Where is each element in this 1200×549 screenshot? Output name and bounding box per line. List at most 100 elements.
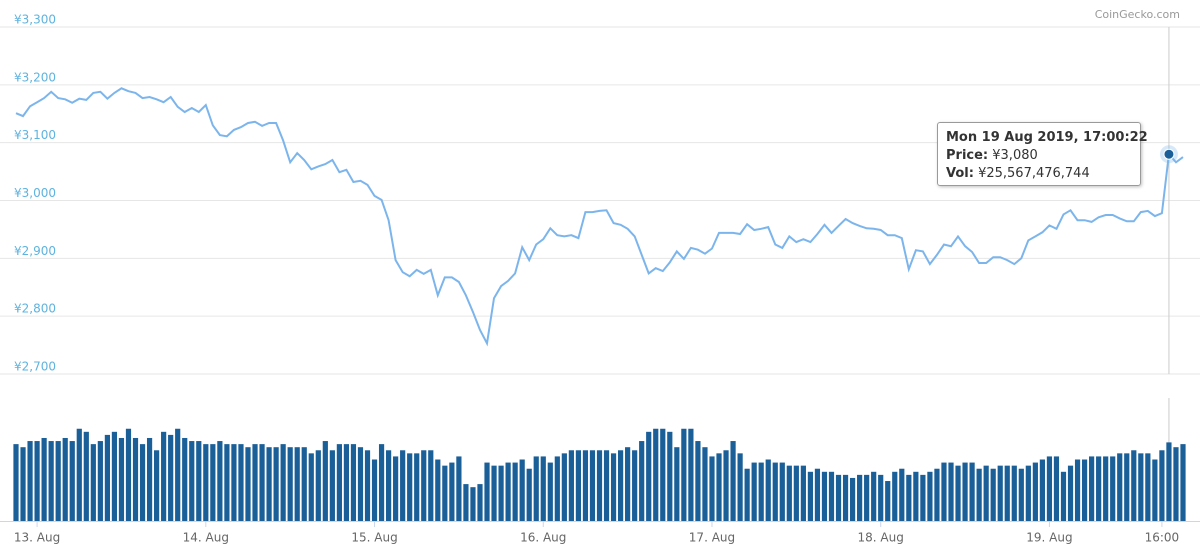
volume-bar — [835, 474, 842, 521]
price-value: ¥3,080 — [992, 148, 1038, 163]
volume-bar — [1110, 456, 1116, 521]
volume-bar — [730, 441, 736, 521]
y-tick-label: ¥2,700 — [14, 360, 56, 374]
vol-label: Vol: — [946, 166, 974, 181]
volume-bar — [238, 444, 244, 521]
volume-bar — [1060, 471, 1067, 521]
volume-bar — [1089, 456, 1095, 521]
volume-bar — [772, 462, 778, 521]
volume-bar — [934, 468, 940, 521]
volume-bar — [871, 471, 877, 521]
volume-bar — [1152, 459, 1158, 521]
volume-bar — [62, 437, 68, 521]
volume-bar — [470, 487, 476, 521]
x-tick-label: 15. Aug — [351, 531, 397, 545]
volume-bar — [653, 428, 659, 521]
volume-bar — [175, 428, 181, 521]
volume-bar — [118, 437, 125, 521]
volume-bar — [533, 456, 539, 521]
volume-bar — [484, 462, 490, 521]
volume-bar — [104, 434, 110, 521]
volume-bar — [400, 450, 406, 521]
volume-bar — [1166, 442, 1172, 521]
volume-bar — [674, 447, 680, 521]
volume-bar — [603, 450, 610, 521]
volume-bar — [41, 437, 47, 521]
volume-bar — [1124, 453, 1130, 521]
volume-bar — [920, 474, 926, 521]
volume-bar — [329, 450, 335, 521]
volume-bar — [421, 450, 427, 521]
volume-bar — [196, 441, 202, 521]
volume-bar — [941, 462, 947, 521]
volume-bar — [336, 444, 342, 521]
volume-bar — [456, 456, 462, 521]
volume-bar — [371, 459, 378, 521]
y-tick-label: ¥3,300 — [14, 13, 56, 27]
volume-bar — [491, 465, 497, 521]
volume-bar — [828, 471, 835, 521]
volume-bar — [758, 462, 764, 521]
volume-bar — [589, 450, 596, 521]
y-tick-label: ¥2,800 — [14, 302, 56, 316]
volume-bar — [505, 462, 511, 521]
volume-bar — [526, 468, 532, 521]
x-tick-label: 13. Aug — [14, 531, 60, 545]
volume-bar — [765, 459, 771, 521]
volume-bar — [294, 447, 300, 521]
volume-bar — [154, 450, 160, 521]
volume-bar — [252, 444, 258, 521]
volume-bar — [617, 450, 624, 521]
volume-bar — [463, 484, 469, 521]
volume-bar — [132, 437, 139, 521]
volume-bar — [849, 477, 856, 521]
volume-bar — [1011, 465, 1017, 521]
volume-bar — [125, 428, 132, 521]
volume-bar — [554, 456, 560, 521]
volume-bar — [969, 462, 975, 521]
volume-bar — [913, 471, 919, 521]
volume-bar — [857, 474, 863, 521]
volume-bar — [814, 468, 821, 521]
volume-bar — [273, 447, 279, 521]
volume-bar — [13, 444, 19, 521]
volume-bar — [357, 447, 364, 521]
volume-bar — [1053, 456, 1060, 521]
volume-bar — [983, 465, 989, 521]
volume-bar — [807, 471, 814, 521]
volume-bar — [442, 465, 448, 521]
volume-bar — [203, 444, 209, 521]
volume-bar — [55, 441, 61, 521]
volume-bar — [161, 431, 167, 521]
volume-bar — [139, 444, 146, 521]
volume-bar — [168, 434, 174, 521]
volume-bar — [1046, 456, 1053, 521]
volume-bar — [723, 450, 729, 521]
volume-bar — [892, 471, 898, 521]
volume-bar — [927, 471, 933, 521]
volume-bar — [266, 447, 272, 521]
volume-bar — [948, 462, 954, 521]
volume-bar — [842, 474, 849, 521]
volume-bar — [786, 465, 792, 521]
volume-bar — [540, 456, 546, 521]
price-label: Price: — [946, 148, 989, 163]
x-tick-label: 18. Aug — [858, 531, 904, 545]
x-tick-label: 19. Aug — [1026, 531, 1072, 545]
volume-bar — [885, 481, 891, 521]
volume-bar — [259, 444, 265, 521]
volume-bar — [751, 462, 757, 521]
volume-bar — [1096, 456, 1102, 521]
volume-bar — [1018, 468, 1024, 521]
volume-bar — [568, 450, 574, 521]
volume-bar — [561, 453, 567, 521]
volume-bar — [575, 450, 582, 521]
volume-bar — [350, 444, 357, 521]
volume-bar — [547, 462, 553, 521]
volume-bar — [906, 474, 912, 521]
volume-bar — [182, 437, 188, 521]
volume-bar — [779, 462, 785, 521]
vol-value: ¥25,567,476,744 — [978, 166, 1090, 181]
